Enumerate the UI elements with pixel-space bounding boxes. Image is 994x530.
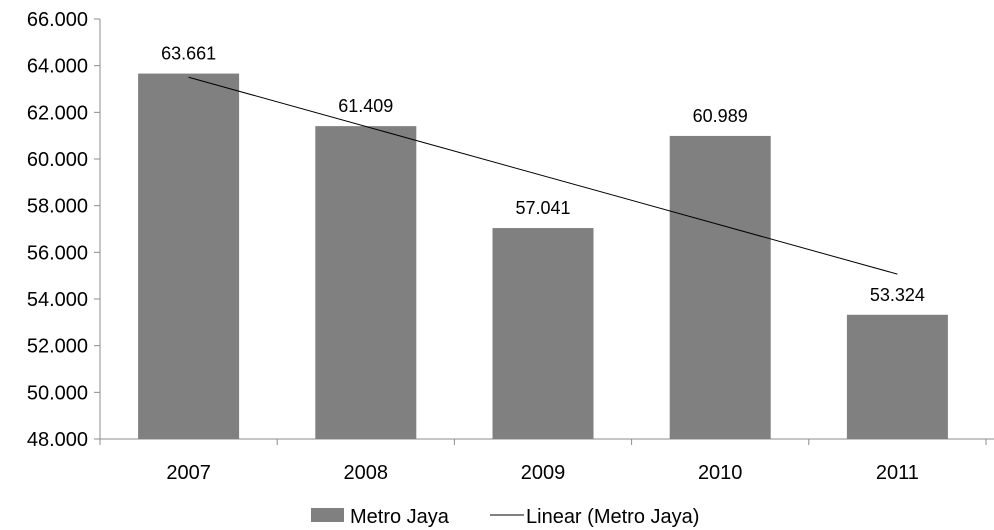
data-label: 57.041 [515,198,570,218]
y-tick-label: 52.000 [27,336,88,358]
bar [492,228,594,439]
legend: Metro Jaya Linear (Metro Jaya) [311,506,699,528]
legend-label-metro-jaya: Metro Jaya [350,506,450,528]
y-tick-label: 58.000 [27,196,88,218]
y-tick-label: 62.000 [27,102,88,124]
data-label: 61.409 [338,96,393,116]
x-tick-label: 2010 [698,462,743,484]
x-tick-label: 2007 [166,462,211,484]
y-tick-label: 48.000 [27,429,88,451]
data-labels: 63.661 61.409 57.041 60.989 53.324 [161,44,925,305]
y-axis: 48.000 50.000 52.000 54.000 56.000 58.000 60.0… [27,9,101,451]
data-label: 53.324 [870,285,925,305]
y-tick-label: 64.000 [27,56,88,78]
y-tick-label: 66.000 [27,9,88,31]
x-tick-label: 2008 [344,462,389,484]
trendline [188,76,898,275]
bar [846,314,948,439]
y-tick-label: 56.000 [27,242,88,264]
bar-series-metro-jaya [138,73,948,440]
data-label: 63.661 [161,44,216,64]
y-tick-label: 50.000 [27,382,88,404]
trendline-path [188,76,898,275]
y-tick-label: 60.000 [27,149,88,171]
bar [138,73,240,440]
legend-swatch-metro-jaya [311,508,344,522]
legend-label-trendline: Linear (Metro Jaya) [526,506,699,528]
x-tick-label: 2011 [876,462,919,484]
bar [669,135,771,439]
bar [315,126,417,439]
data-label: 60.989 [693,106,748,126]
y-tick-label: 54.000 [27,289,88,311]
x-axis: 2007 2008 2009 2010 2011 [99,438,994,484]
x-tick-label: 2009 [521,462,566,484]
